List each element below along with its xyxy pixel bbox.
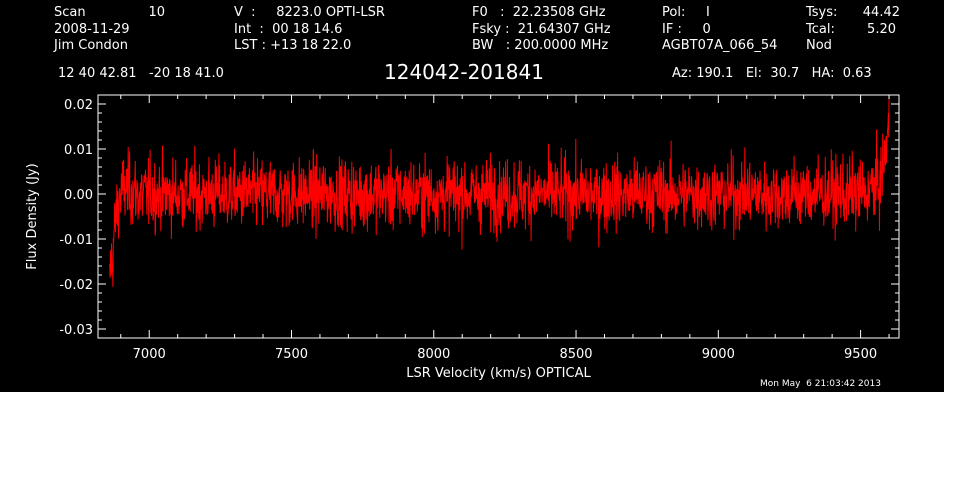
observation-date: 2008-11-29: [54, 22, 130, 37]
plot-panel: Scan 10 2008-11-29 Jim Condon V : 8223.0…: [0, 0, 944, 392]
tsys-label: Tsys:: [806, 5, 838, 20]
spectrum-chart: 7000 7500 8000 8500 9000 9500 -0.03 -0.02 -0.01 0…: [25, 94, 900, 381]
x-tick-label: 9500: [844, 347, 877, 362]
polarization: Pol: I: [662, 5, 710, 20]
source-coordinates: 12 40 42.81 -20 18 41.0: [58, 66, 224, 81]
integration-time: Int : 00 18 14.6: [234, 22, 343, 37]
rest-frequency: F0 : 22.23508 GHz: [472, 5, 606, 20]
y-tick-label: 0.02: [64, 98, 93, 113]
tsys-value: 44.42: [862, 5, 900, 20]
lst-readout: LST : +13 18 22.0: [234, 38, 352, 53]
scan-label: Scan: [54, 5, 86, 20]
y-tick-label: -0.03: [59, 323, 93, 338]
x-tick-label: 8500: [559, 347, 592, 362]
az-el-ha-readout: Az: 190.1 El: 30.7 HA: 0.63: [672, 66, 872, 81]
y-tick-label: -0.02: [59, 278, 93, 293]
plot-timestamp: Mon May 6 21:03:42 2013: [760, 379, 881, 389]
if-number: IF : 0: [662, 22, 711, 37]
tcal-label: Tcal:: [806, 22, 835, 37]
y-tick-label: 0.01: [64, 143, 93, 158]
tcal-value: 5.20: [867, 22, 896, 37]
bandwidth: BW : 200.0000 MHz: [472, 38, 609, 53]
observing-mode: Nod: [806, 38, 832, 53]
x-tick-label: 9000: [702, 347, 735, 362]
project-id: AGBT07A_066_54: [662, 38, 778, 53]
plot-frame: [97, 94, 900, 339]
sky-frequency: Fsky : 21.64307 GHz: [472, 22, 611, 37]
spectrum-trace: [108, 96, 890, 287]
x-axis-label: LSR Velocity (km/s) OPTICAL: [406, 366, 591, 381]
velocity-readout: V : 8223.0 OPTI-LSR: [234, 5, 385, 20]
x-tick-label: 7500: [275, 347, 308, 362]
x-tick-label: 7000: [133, 347, 166, 362]
scan-number: 10: [148, 5, 165, 20]
source-name: 124042-201841: [384, 60, 544, 84]
y-axis-label: Flux Density (Jy): [25, 163, 40, 269]
observer-name: Jim Condon: [54, 38, 128, 53]
y-tick-label: 0.00: [64, 188, 93, 203]
y-tick-label: -0.01: [59, 233, 93, 248]
x-tick-label: 8000: [417, 347, 450, 362]
